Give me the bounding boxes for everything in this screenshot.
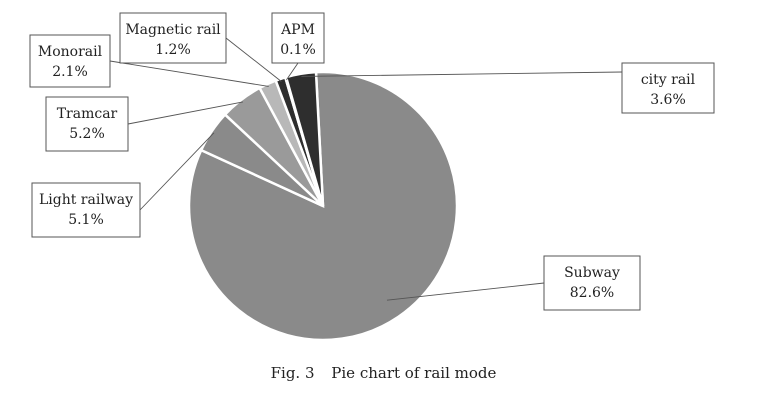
callout-box-apm (271, 12, 325, 64)
figure-number: Fig. 3 (270, 364, 315, 382)
leader-line-magnetic-rail (225, 37, 282, 82)
pie-chart: Subway 82.6% Light railway 5.1% Tramcar 5.2% M… (29, 12, 715, 342)
pie-slices (187, 70, 459, 342)
callout-labels: Subway 82.6% Light railway 5.1% Tramcar 5.2% M… (29, 12, 715, 311)
callout-box-light-railway (31, 182, 141, 238)
callout-value-city-rail: 3.6% (650, 92, 686, 108)
callout-box-tramcar (45, 96, 129, 152)
callout-name-apm: APM (280, 22, 315, 38)
callout-value-light-railway: 5.1% (68, 212, 104, 228)
callout-value-magnetic-rail: 1.2% (155, 42, 191, 58)
callout-value-subway: 82.6% (570, 285, 614, 301)
leader-line-tramcar (127, 101, 243, 125)
leader-line-light-railway (139, 132, 215, 211)
callout-box-city-rail (621, 62, 715, 114)
leader-line-apm (286, 62, 299, 81)
callout-name-subway: Subway (564, 265, 620, 281)
leader-line-city-rail (301, 71, 623, 77)
figure-caption: Fig. 3 Pie chart of rail mode (0, 364, 767, 382)
pie-slice-city-rail (284, 70, 325, 207)
leader-lines (109, 37, 623, 301)
leader-line-monorail (109, 60, 269, 87)
leader-line-subway (386, 282, 545, 301)
callout-box-monorail (29, 34, 111, 88)
callout-name-magnetic-rail: Magnetic rail (125, 22, 221, 38)
callout-value-apm: 0.1% (280, 42, 316, 58)
callout-box-subway (543, 255, 641, 311)
callout-value-monorail: 2.1% (52, 64, 88, 80)
callout-name-monorail: Monorail (38, 44, 103, 60)
callout-name-light-railway: Light railway (39, 192, 133, 208)
callout-name-city-rail: city rail (641, 72, 696, 88)
callout-value-tramcar: 5.2% (69, 126, 105, 142)
callout-box-magnetic-rail (119, 12, 227, 64)
callout-name-tramcar: Tramcar (57, 106, 118, 122)
figure-title: Pie chart of rail mode (331, 364, 497, 382)
